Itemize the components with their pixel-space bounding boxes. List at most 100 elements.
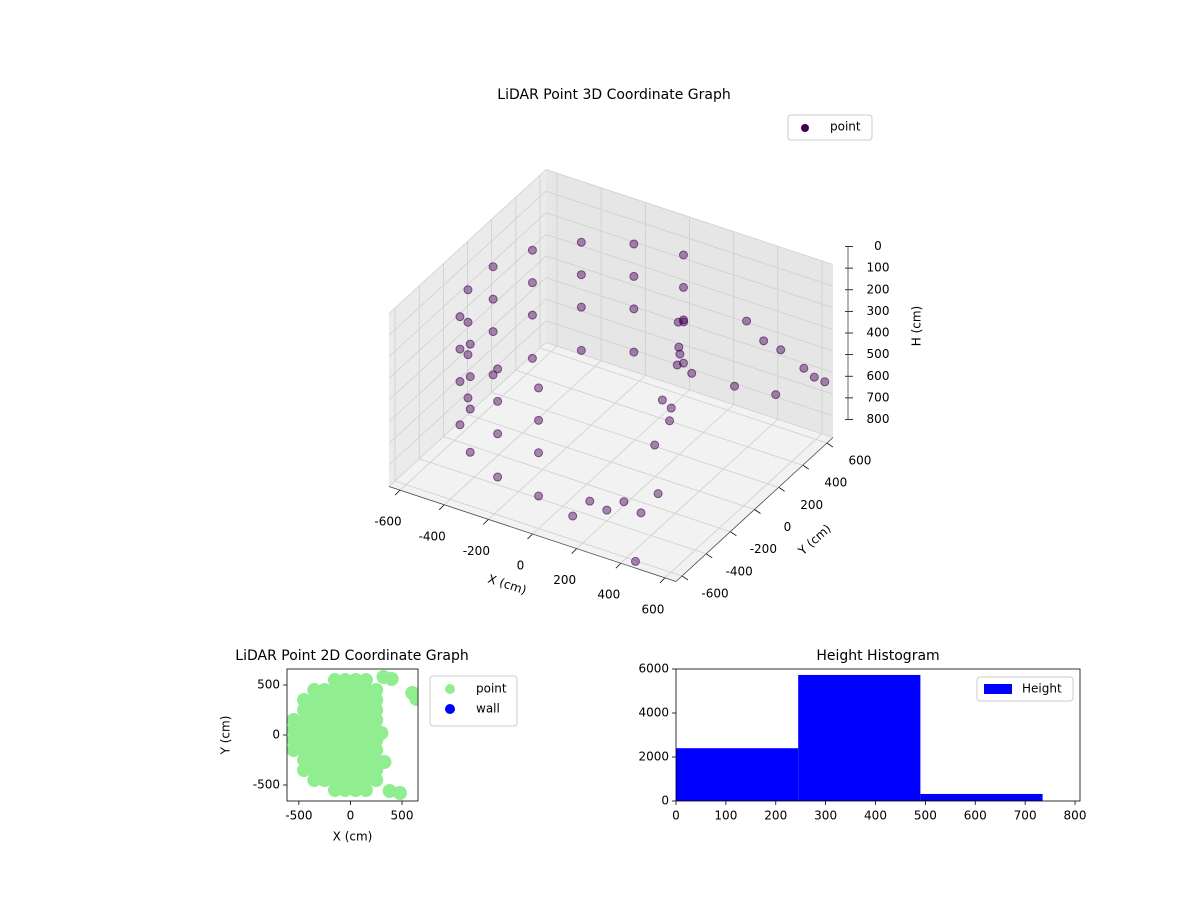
grid-line xyxy=(394,480,683,577)
z-tick-label: 200 xyxy=(867,282,890,296)
grid-line xyxy=(388,190,547,336)
point xyxy=(455,420,465,430)
point xyxy=(369,703,384,717)
point xyxy=(629,271,639,281)
grid-line xyxy=(545,255,834,352)
point xyxy=(653,489,663,499)
axis-line xyxy=(675,437,834,582)
grid-line xyxy=(491,391,779,488)
y-tick-label: 0 xyxy=(272,728,280,742)
point xyxy=(327,713,342,727)
legend: point xyxy=(787,114,873,141)
z-tick-label: 400 xyxy=(867,326,890,340)
x-tick-label: -600 xyxy=(374,515,401,529)
point xyxy=(465,404,475,414)
point xyxy=(297,743,312,757)
point xyxy=(455,377,465,387)
legend: point wall xyxy=(429,675,518,727)
point xyxy=(463,393,473,403)
point xyxy=(317,723,332,737)
point xyxy=(358,713,373,727)
point xyxy=(327,773,342,787)
y-tick-label: 400 xyxy=(824,476,847,490)
point xyxy=(493,472,503,482)
grid-line xyxy=(545,320,834,417)
y-tick-label: 600 xyxy=(849,454,872,468)
point xyxy=(629,239,639,249)
x-tick-label: 800 xyxy=(1064,809,1087,823)
grid-line xyxy=(388,234,547,379)
point xyxy=(348,723,363,737)
point xyxy=(463,317,473,327)
bar xyxy=(920,793,1043,801)
point xyxy=(297,723,312,737)
x-tick xyxy=(571,548,577,554)
point xyxy=(348,693,363,707)
point xyxy=(576,270,586,280)
point xyxy=(327,783,342,797)
grid-line xyxy=(388,320,547,466)
point xyxy=(534,383,544,393)
point xyxy=(307,723,322,737)
x-tick xyxy=(483,519,489,525)
y-tick-label: 0 xyxy=(661,794,669,808)
y-tick xyxy=(778,487,785,492)
point xyxy=(358,703,373,717)
point xyxy=(679,317,689,327)
point xyxy=(348,773,363,787)
point xyxy=(338,733,353,747)
y-tick-label: 4000 xyxy=(638,706,669,720)
grid-line xyxy=(388,277,547,422)
point xyxy=(317,703,332,717)
point xyxy=(307,743,322,757)
point xyxy=(369,743,384,757)
point xyxy=(338,683,353,697)
x-tick xyxy=(659,577,666,584)
point xyxy=(630,556,640,566)
chart-title: LiDAR Point 3D Coordinate Graph xyxy=(497,87,730,103)
x-tick-label: 500 xyxy=(914,809,937,823)
y-tick xyxy=(826,442,834,448)
point xyxy=(455,344,465,354)
x-tick-label: -200 xyxy=(463,544,490,558)
point xyxy=(338,713,353,727)
point xyxy=(488,294,498,304)
point xyxy=(675,349,685,359)
grid-line xyxy=(443,436,731,533)
x-axis-label: X (cm) xyxy=(333,830,373,844)
point xyxy=(348,683,363,697)
point xyxy=(287,723,301,737)
point xyxy=(297,693,312,707)
legend-marker xyxy=(445,684,455,694)
point xyxy=(455,312,465,322)
y-tick xyxy=(802,464,810,470)
point xyxy=(307,703,322,717)
chart-title: LiDAR Point 2D Coordinate Graph xyxy=(235,648,468,664)
point xyxy=(297,763,312,777)
point xyxy=(307,753,322,767)
legend-label: wall xyxy=(476,702,500,716)
grid-line xyxy=(388,342,547,487)
point xyxy=(338,673,353,687)
point xyxy=(348,703,363,717)
x-tick-label: 600 xyxy=(642,602,665,616)
point xyxy=(409,692,418,706)
point xyxy=(317,773,332,787)
grid-line xyxy=(545,298,834,395)
point xyxy=(307,683,322,697)
point xyxy=(327,753,342,767)
point xyxy=(369,773,384,787)
point xyxy=(809,372,819,382)
point xyxy=(369,713,384,727)
legend-box xyxy=(787,114,873,141)
point xyxy=(369,683,384,697)
point xyxy=(463,285,473,295)
point xyxy=(534,448,544,458)
y-axis-label: Y (cm) xyxy=(219,716,233,756)
point xyxy=(493,429,503,439)
grid-line xyxy=(388,298,547,444)
point xyxy=(327,733,342,747)
legend-label: point xyxy=(476,682,507,696)
z-tick-label: 600 xyxy=(867,369,890,383)
point xyxy=(665,416,675,426)
